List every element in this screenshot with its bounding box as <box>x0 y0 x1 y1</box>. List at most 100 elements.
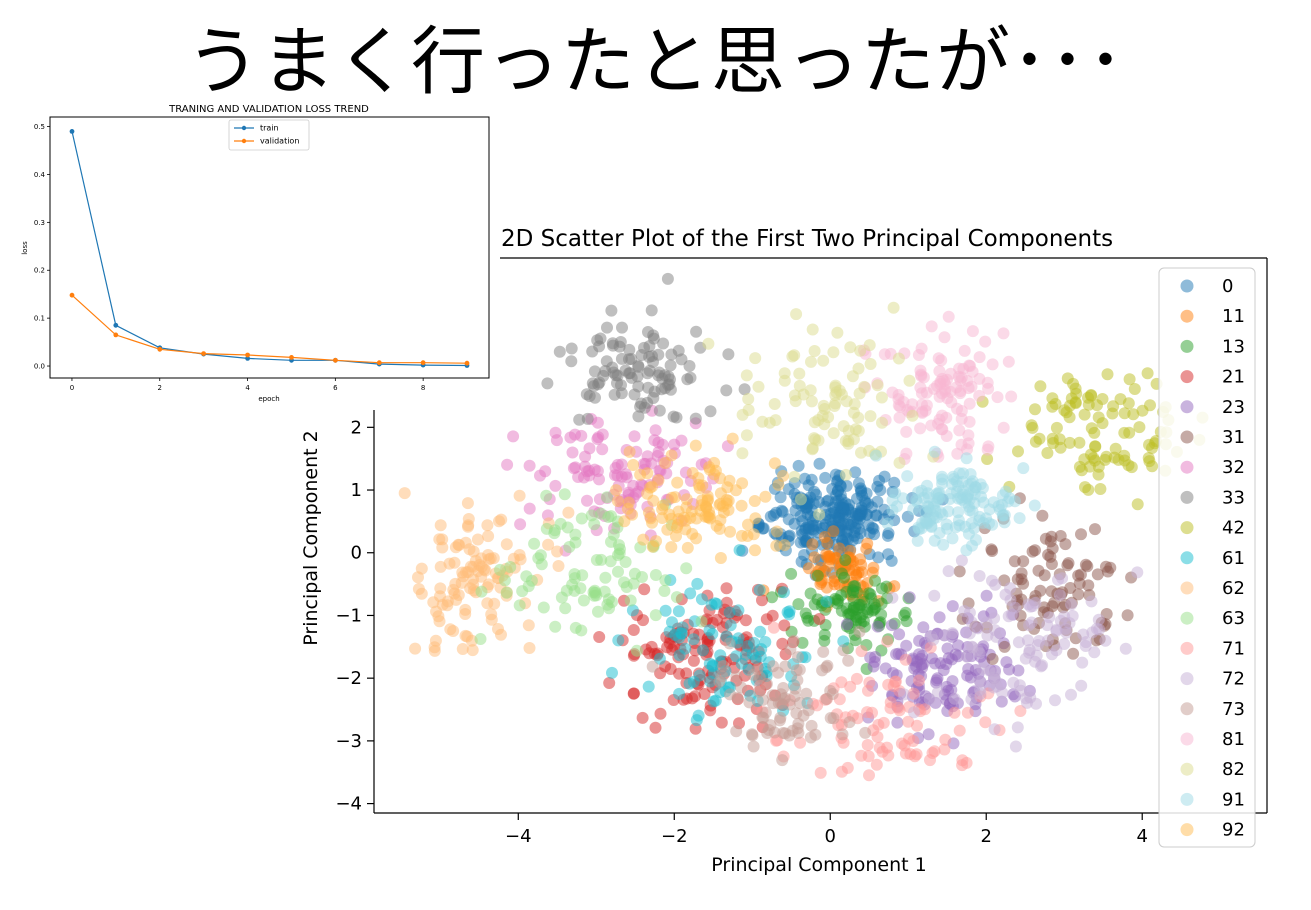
scatter-point <box>670 591 683 604</box>
scatter-point <box>586 345 599 358</box>
scatter-point <box>588 365 601 378</box>
scatter-point <box>753 671 766 684</box>
scatter-point <box>652 369 665 382</box>
scatter-point <box>664 359 677 372</box>
loss-series-validation <box>69 292 470 366</box>
scatter-point <box>471 533 484 546</box>
scatter-y-tick-label: 1 <box>351 480 362 501</box>
scatter-point <box>806 443 819 456</box>
scatter-legend-marker <box>1180 611 1194 625</box>
scatter-point <box>832 594 845 607</box>
scatter-point <box>550 434 563 447</box>
scatter-point <box>672 605 685 618</box>
scatter-point <box>730 650 743 663</box>
scatter-point <box>785 567 798 580</box>
scatter-point <box>884 696 897 709</box>
scatter-legend-marker <box>1180 792 1194 806</box>
scatter-point <box>756 415 769 428</box>
scatter-point <box>850 672 863 685</box>
scatter-point <box>808 345 821 357</box>
scatter-point <box>817 399 830 412</box>
scatter-point <box>1079 640 1092 652</box>
scatter-point <box>652 474 665 487</box>
scatter-point <box>770 539 783 552</box>
scatter-point <box>1022 598 1035 611</box>
scatter-point <box>681 541 694 554</box>
scatter-point <box>730 484 742 497</box>
scatter-point <box>748 495 761 507</box>
scatter-point <box>946 600 959 613</box>
scatter-point <box>1012 664 1025 677</box>
scatter-point <box>791 674 804 687</box>
scatter-point <box>693 669 706 682</box>
scatter-point <box>818 531 831 543</box>
loss-point <box>113 332 119 338</box>
scatter-legend-label: 92 <box>1222 820 1245 841</box>
scatter-point <box>441 599 454 612</box>
scatter-point <box>961 669 974 682</box>
scatter-point <box>1063 411 1076 424</box>
scatter-point <box>941 642 954 655</box>
scatter-point <box>645 304 658 317</box>
scatter-point <box>1076 656 1089 669</box>
scatter-point <box>842 424 855 437</box>
scatter-point <box>1118 407 1131 420</box>
scatter-point <box>1100 560 1112 573</box>
scatter-y-tick-label: 0 <box>351 543 362 564</box>
scatter-point <box>673 687 686 700</box>
scatter-point <box>1049 398 1062 410</box>
scatter-point <box>1008 555 1021 568</box>
scatter-point <box>733 544 746 557</box>
scatter-point <box>736 447 749 460</box>
scatter-point <box>723 637 736 650</box>
scatter-point <box>481 519 494 532</box>
scatter-point <box>1020 692 1032 705</box>
scatter-point <box>851 532 864 545</box>
scatter-point <box>504 561 517 573</box>
scatter-point <box>1073 436 1086 449</box>
scatter-point <box>916 406 929 419</box>
scatter-point <box>683 360 696 372</box>
scatter-point <box>428 641 441 654</box>
scatter-point <box>876 416 888 429</box>
scatter-point <box>566 446 579 459</box>
scatter-point <box>559 602 572 615</box>
scatter-point <box>942 565 955 578</box>
scatter-point <box>829 397 842 410</box>
scatter-point <box>609 369 622 382</box>
scatter-point <box>1089 440 1102 453</box>
scatter-point <box>1049 694 1061 707</box>
scatter-point <box>945 487 957 500</box>
scatter-y-tick-label: 2 <box>351 417 362 438</box>
scatter-point <box>898 688 911 701</box>
scatter-point <box>862 587 875 600</box>
scatter-point <box>590 554 603 566</box>
loss-x-axis-label: epoch <box>258 395 279 403</box>
scatter-point <box>1127 408 1140 421</box>
scatter-point <box>615 352 628 365</box>
scatter-point <box>976 662 989 675</box>
scatter-point <box>641 487 654 500</box>
scatter-point <box>434 560 447 573</box>
scatter-legend-label: 73 <box>1222 699 1245 720</box>
scatter-point <box>459 608 472 620</box>
scatter-point <box>847 601 860 614</box>
scatter-point <box>974 675 986 688</box>
scatter-point <box>650 535 662 548</box>
scatter-point <box>969 481 982 494</box>
scatter-point <box>706 628 719 640</box>
scatter-point <box>1009 740 1022 753</box>
scatter-point <box>915 387 928 400</box>
scatter-point <box>963 627 976 640</box>
scatter-point <box>655 383 668 396</box>
scatter-point <box>548 527 561 540</box>
loss-point <box>113 322 119 328</box>
scatter-point <box>953 565 966 578</box>
scatter-point <box>577 594 590 607</box>
scatter-point <box>1015 567 1028 580</box>
scatter-point <box>973 510 986 523</box>
scatter-point <box>663 508 676 521</box>
scatter-point <box>853 387 866 400</box>
scatter-point <box>786 724 799 737</box>
scatter-point <box>649 569 662 581</box>
